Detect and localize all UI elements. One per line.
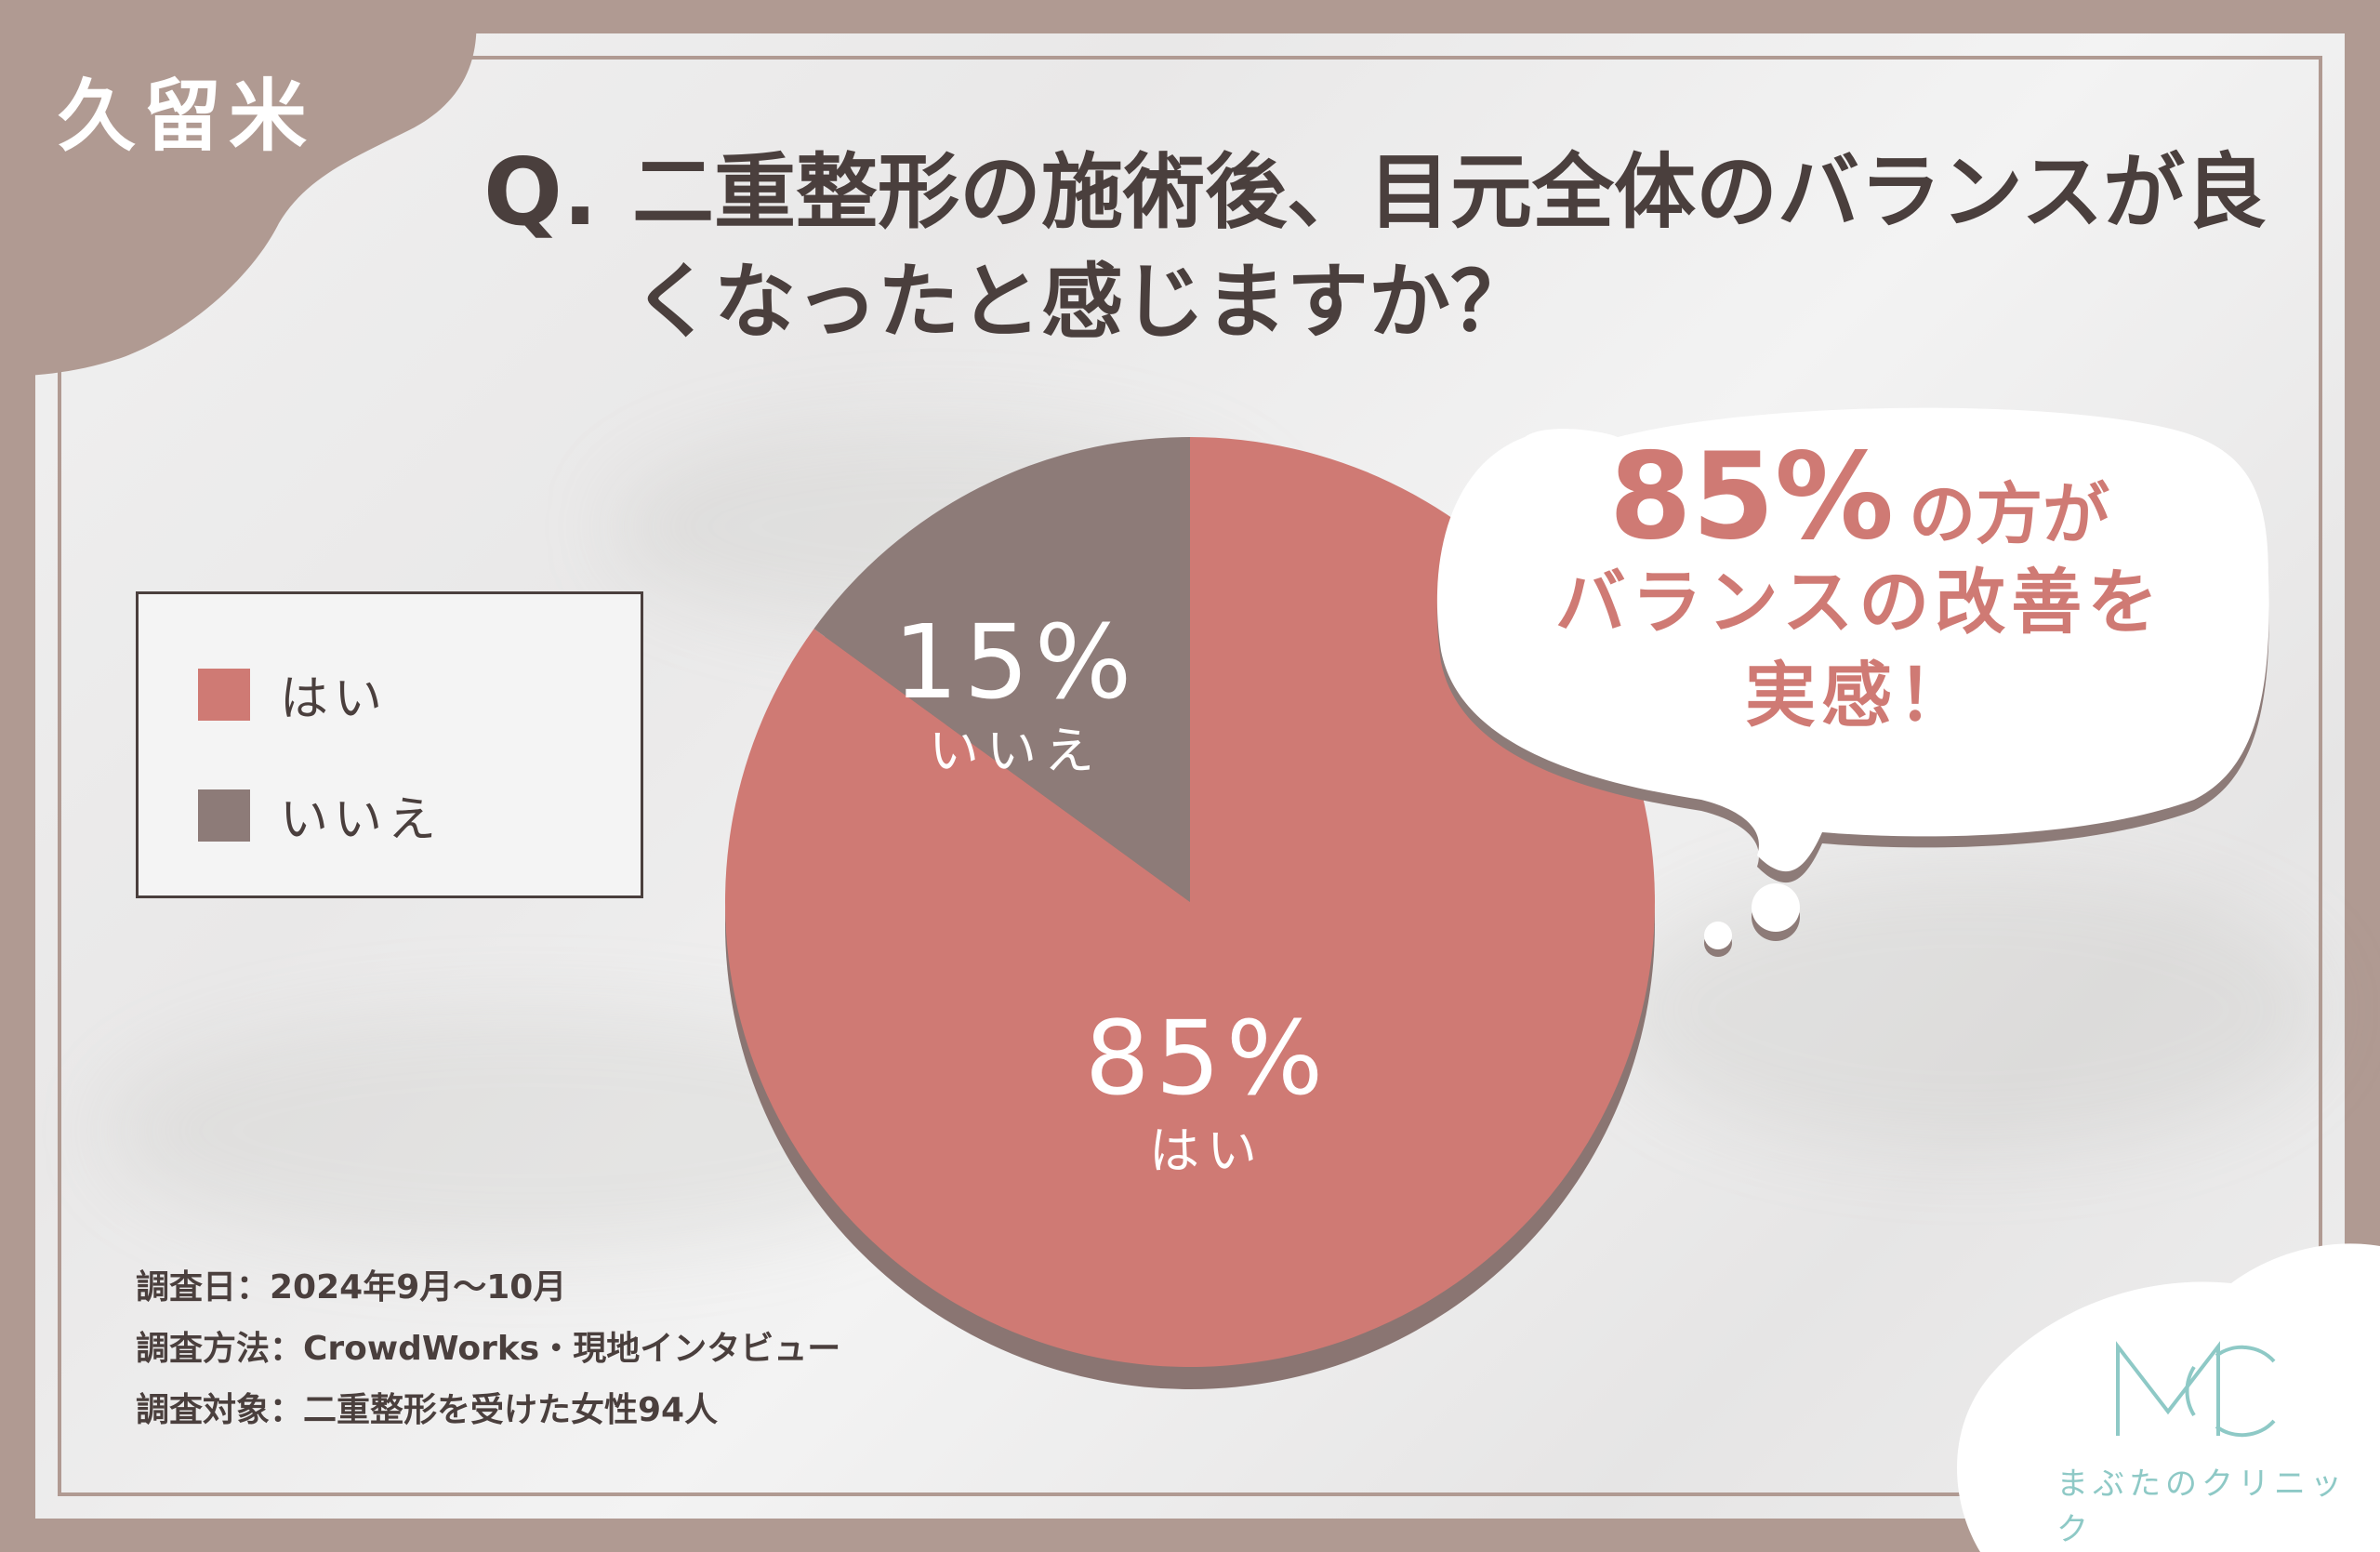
brand-monogram-icon: MC (2116, 1341, 2276, 1440)
callout-percent: 85% (1608, 428, 1895, 566)
legend-label-no: いいえ (280, 792, 443, 848)
slice-category-label-yes: はい (1149, 1121, 1264, 1180)
survey-target: 調査対象：二重整形を受けた女性94人 (136, 1391, 719, 1429)
callout-line-3: 実感！ (1745, 654, 1974, 736)
legend-swatch-no (198, 789, 250, 842)
pie-slices (724, 437, 1656, 1367)
pie-slice-no (813, 437, 1190, 902)
legend-swatch-yes (198, 668, 250, 721)
thought-dot-small (1704, 922, 1732, 949)
region-tag: 久留米 (58, 71, 315, 162)
survey-notes: 調査日：2024年9月〜10月 調査方法：CrowdWorks・現地インタビュー… (136, 1257, 840, 1441)
brand-name: まぶたのクリニック (2056, 1466, 2347, 1548)
corner-tab (0, 0, 477, 377)
callout-line-1: 85% の方が (1450, 428, 2268, 566)
question-text: 二重整形の施術後、目元全体のバランスが良くなったと感じますか？ (632, 144, 2268, 350)
inner-frame (58, 56, 2322, 1496)
survey-method: 調査方法：CrowdWorks・現地インタビュー (136, 1330, 841, 1368)
slice-value-label-yes: 85% (1085, 999, 1329, 1118)
speech-bubble-body (1436, 407, 2269, 872)
legend-item-yes: はい (198, 659, 388, 729)
callout-suffix: の方が (1909, 475, 2110, 553)
question-mark: Q. (483, 138, 598, 246)
legend-item-no: いいえ (198, 780, 442, 850)
thought-dot-large (1752, 883, 1800, 932)
survey-date: 調査日：2024年9月〜10月 (136, 1268, 567, 1307)
callout-line-2: バランスの改善を (1554, 561, 2164, 643)
legend-label-yes: はい (280, 671, 389, 727)
callout-text: 85% の方が バランスの改善を 実感！ (1450, 428, 2268, 742)
chart-legend: はい いいえ (136, 591, 643, 898)
brand-monogram: MC (2199, 1439, 2201, 1440)
slice-category-label-no: いいえ (929, 722, 1102, 780)
slice-value-label-no: 15% (893, 603, 1138, 722)
